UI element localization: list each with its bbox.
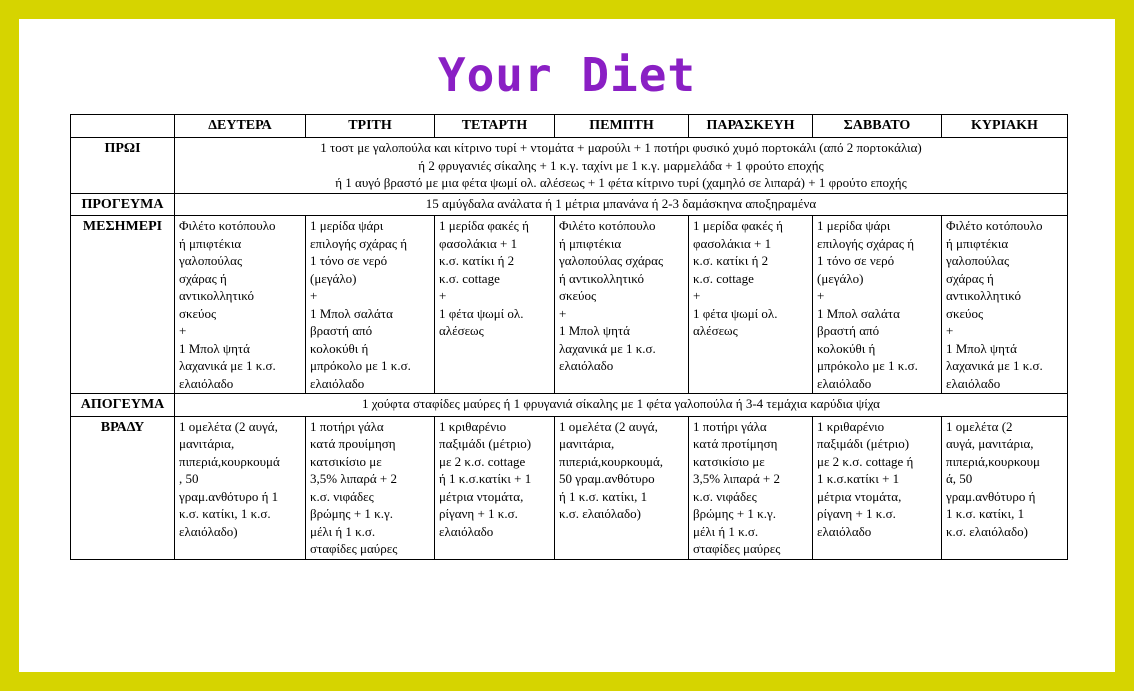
meal-cell: 1 ποτήρι γάλα κατά προυίμηση κατσικίσιο … (305, 415, 435, 560)
meal-row-mesimeri: ΜΕΣΗΜΕΡΙ Φιλέτο κοτόπουλο ή μπιφτέκια γα… (70, 215, 1068, 394)
diet-table: ΔΕΥΤΕΡΑ ΤΡΙΤΗ ΤΕΤΑΡΤΗ ΠΕΜΠΤΗ ΠΑΡΑΣΚΕΥΗ Σ… (70, 114, 1068, 560)
meal-cell: 1 μερίδα φακές ή φασολάκια + 1 κ.σ. κατί… (434, 215, 555, 394)
meal-cell: 1 μερίδα φακές ή φασολάκια + 1 κ.σ. κατί… (688, 215, 813, 394)
page-sheet: Your Diet ΔΕΥΤΕΡΑ ΤΡΙΤΗ ΤΕΤΑΡΤΗ ΠΕΜΠΤΗ Π… (19, 19, 1115, 672)
meal-line: 1 τοστ με γαλοπούλα και κίτρινο τυρί + ν… (320, 140, 922, 155)
day-header: ΤΕΤΑΡΤΗ (434, 114, 555, 138)
meal-cell: 1 κριθαρένιο παξιμάδι (μέτριο) με 2 κ.σ.… (434, 415, 555, 560)
meal-label: ΒΡΑΔΥ (70, 415, 175, 560)
meal-cell: Φιλέτο κοτόπουλο ή μπιφτέκια γαλοπούλας … (174, 215, 306, 394)
meal-cell: Φιλέτο κοτόπουλο ή μπιφτέκια γαλοπούλας … (554, 215, 689, 394)
meal-cell: 1 ομελέτα (2 αυγά, μανιτάρια, πιπεριά,κο… (554, 415, 689, 560)
meal-cell: 1 ομελέτα (2 αυγά, μανιτάρια, πιπεριά,κο… (174, 415, 306, 560)
meal-cell: 1 ομελέτα (2 αυγά, μανιτάρια, πιπεριά,κο… (941, 415, 1068, 560)
corner-cell (70, 114, 175, 138)
meal-row-proi: ΠΡΩΙ 1 τοστ με γαλοπούλα και κίτρινο τυρ… (70, 137, 1068, 194)
meal-label: ΜΕΣΗΜΕΡΙ (70, 215, 175, 394)
day-header: ΠΑΡΑΣΚΕΥΗ (688, 114, 813, 138)
meal-label: ΠΡΟΓΕΥΜΑ (70, 192, 175, 216)
meal-row-vradi: ΒΡΑΔΥ 1 ομελέτα (2 αυγά, μανιτάρια, πιπε… (70, 415, 1068, 560)
day-header: ΤΡΙΤΗ (305, 114, 435, 138)
meal-cell: 1 μερίδα ψάρι επιλογής σχάρας ή 1 τόνο σ… (812, 215, 942, 394)
meal-snack-cell: 15 αμύγδαλα ανάλατα ή 1 μέτρια μπανάνα ή… (174, 192, 1068, 216)
meal-cell: Φιλέτο κοτόπουλο ή μπιφτέκια γαλοπούλας … (941, 215, 1068, 394)
meal-line: ή 2 φρυγανιές σίκαλης + 1 κ.γ. ταχίνι με… (418, 157, 824, 173)
meal-label: ΠΡΩΙ (70, 137, 175, 194)
day-header: ΔΕΥΤΕΡΑ (174, 114, 306, 138)
header-row: ΔΕΥΤΕΡΑ ΤΡΙΤΗ ΤΕΤΑΡΤΗ ΠΕΜΠΤΗ ΠΑΡΑΣΚΕΥΗ Σ… (70, 114, 1068, 138)
meal-cell: 1 κριθαρένιο παξιμάδι (μέτριο) με 2 κ.σ.… (812, 415, 942, 560)
meal-label: ΑΠΟΓΕΥΜΑ (70, 393, 175, 417)
meal-line: ή 1 αυγό βραστό με μια φέτα ψωμί ολ. αλέ… (335, 175, 907, 190)
meal-breakfast-cell: 1 τοστ με γαλοπούλα και κίτρινο τυρί + ν… (174, 137, 1068, 194)
meal-cell: 1 ποτήρι γάλα κατά προτίμηση κατσικίσιο … (688, 415, 813, 560)
meal-afternoon-cell: 1 χούφτα σταφίδες μαύρες ή 1 φρυγανιά σί… (174, 393, 1068, 417)
day-header: ΣΑΒΒΑΤΟ (812, 114, 942, 138)
meal-row-apogevma: ΑΠΟΓΕΥΜΑ 1 χούφτα σταφίδες μαύρες ή 1 φρ… (70, 393, 1068, 417)
day-header: ΚΥΡΙΑΚΗ (941, 114, 1068, 138)
meal-row-progevma: ΠΡΟΓΕΥΜΑ 15 αμύγδαλα ανάλατα ή 1 μέτρια … (70, 192, 1068, 216)
page-title: Your Diet (437, 48, 697, 102)
meal-cell: 1 μερίδα ψάρι επιλογής σχάρας ή 1 τόνο σ… (305, 215, 435, 394)
day-header: ΠΕΜΠΤΗ (554, 114, 689, 138)
